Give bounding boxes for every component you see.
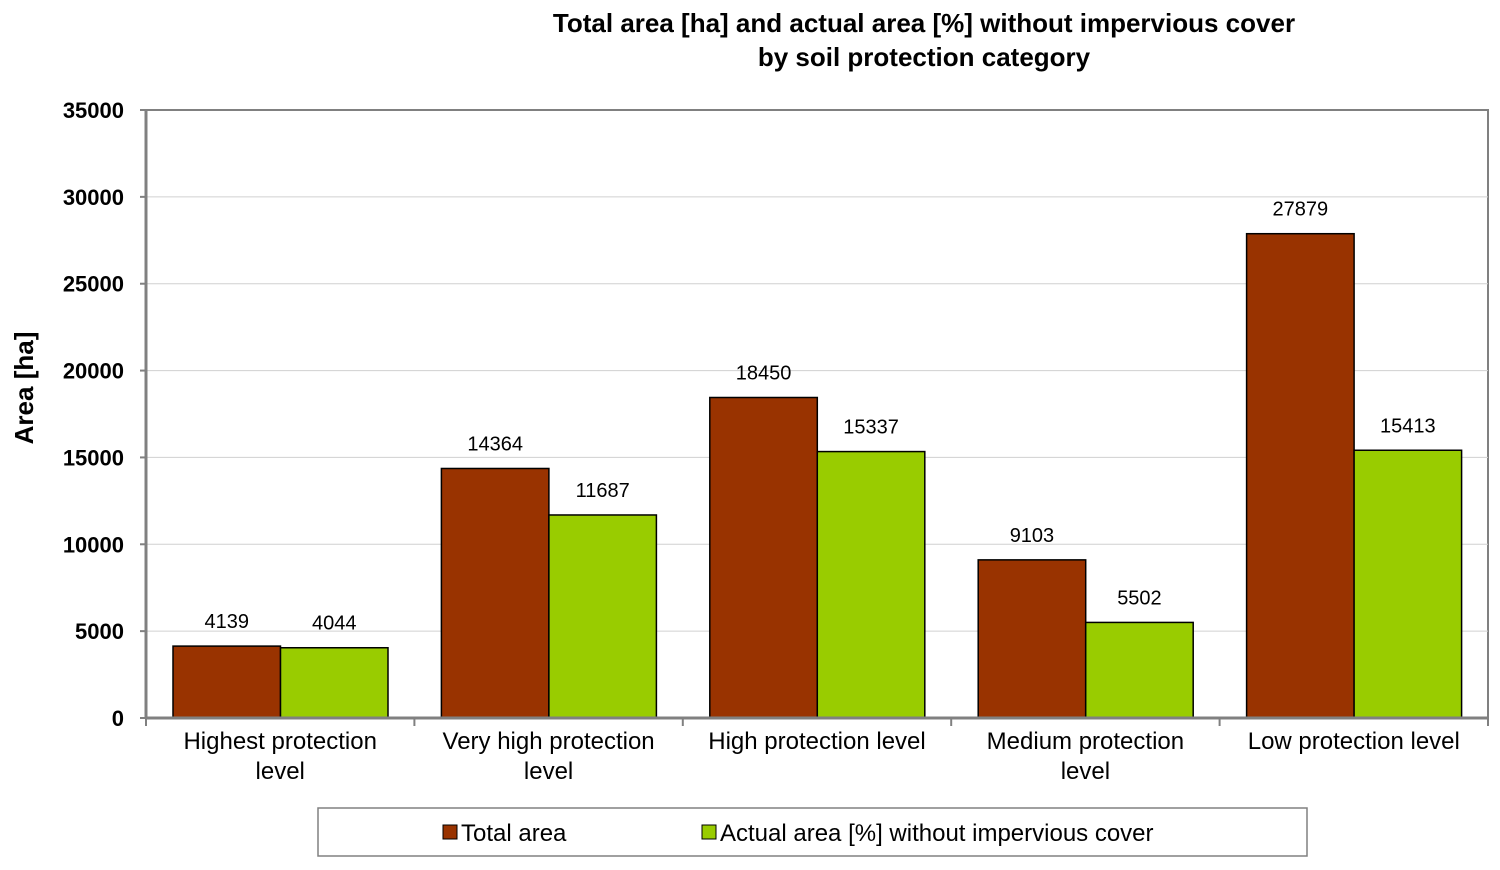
x-category-label: level <box>1061 758 1110 785</box>
bar-actual-area <box>279 646 389 719</box>
y-tick-label: 10000 <box>63 532 124 557</box>
y-tick-label: 30000 <box>63 185 124 210</box>
data-label: 5502 <box>1117 587 1162 609</box>
bar-actual-area <box>816 450 926 719</box>
x-category-label: Very high protection <box>443 728 655 755</box>
legend <box>317 807 1308 857</box>
bar-actual-area <box>1353 449 1463 719</box>
bar-total-area <box>172 645 282 719</box>
chart-title-line: Total area [ha] and actual area [%] with… <box>553 8 1295 38</box>
data-label: 18450 <box>736 362 792 384</box>
x-category-label: High protection level <box>708 728 925 755</box>
x-category-label: Medium protection <box>987 728 1184 755</box>
data-label: 15337 <box>843 417 899 439</box>
bar-actual-area <box>1084 621 1194 719</box>
chart-title-line: by soil protection category <box>758 42 1091 72</box>
y-tick-label: 20000 <box>63 359 124 384</box>
y-tick-label: 5000 <box>75 619 124 644</box>
data-label: 15413 <box>1380 415 1436 437</box>
y-tick-label: 35000 <box>63 98 124 123</box>
legend-swatch <box>701 824 717 840</box>
y-tick-label: 0 <box>112 706 124 731</box>
legend-swatch <box>442 824 458 840</box>
bar-total-area <box>440 467 550 719</box>
x-category-label: level <box>524 758 573 785</box>
data-label: 9103 <box>1010 525 1055 547</box>
y-tick-label: 25000 <box>63 272 124 297</box>
bar-total-area <box>709 396 819 719</box>
bar-total-area <box>1245 232 1355 719</box>
legend-label: Total area <box>461 820 567 847</box>
data-label: 14364 <box>467 433 523 455</box>
bar-actual-area <box>548 514 658 719</box>
data-label: 11687 <box>576 480 630 502</box>
legend-label: Actual area [%] without impervious cover <box>720 820 1154 847</box>
y-tick-label: 15000 <box>63 445 124 470</box>
x-category-label: level <box>256 758 305 785</box>
x-category-label: Highest protection <box>183 728 376 755</box>
data-label: 27879 <box>1273 199 1329 221</box>
y-axis-label: Area [ha] <box>9 332 39 445</box>
bar-total-area <box>977 559 1087 719</box>
data-label: 4139 <box>205 611 250 633</box>
data-label: 4044 <box>312 613 357 635</box>
x-category-label: Low protection level <box>1248 728 1460 755</box>
